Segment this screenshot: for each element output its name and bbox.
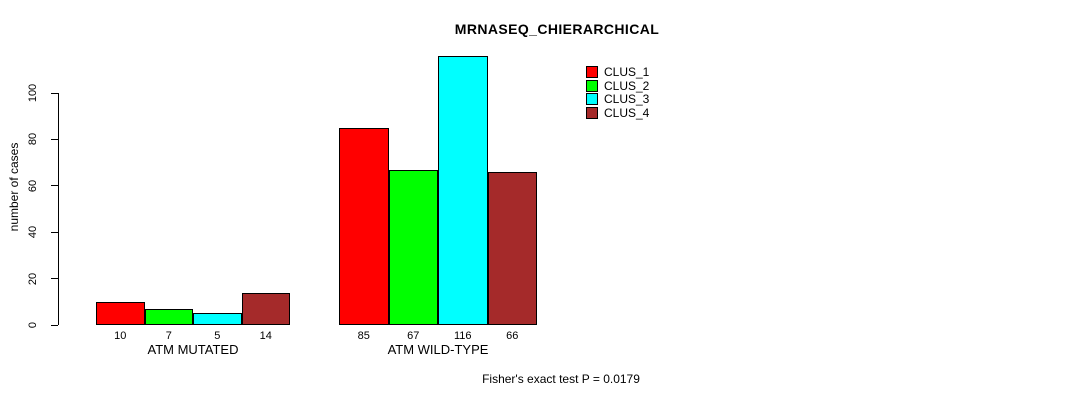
y-tick [51,324,58,326]
y-tick [51,185,58,187]
y-tick [51,278,58,280]
fisher-test-annotation: Fisher's exact test P = 0.0179 [482,372,640,386]
bar-value-label: 5 [214,330,221,342]
bar-clus_2-group1 [388,169,438,325]
legend-item-clus_3: CLUS_3 [586,92,649,106]
bar-value-label: 66 [506,330,519,342]
legend-item-clus_1: CLUS_1 [586,65,649,79]
bar-clus_1-group1 [339,127,389,325]
y-tick-label: 100 [27,83,39,103]
legend-label: CLUS_4 [604,105,650,120]
bar-value-label: 85 [357,330,370,342]
bar-value-label: 67 [407,330,420,342]
bar-value-label: 7 [165,330,172,342]
group-label-atm-wild-type: ATM WILD-TYPE [387,342,489,357]
y-axis-title: number of cases [7,142,21,232]
legend-swatch-icon [586,106,598,119]
y-tick-label: 20 [27,272,39,285]
legend-item-clus_4: CLUS_4 [586,106,649,120]
y-tick-label: 80 [27,133,39,146]
bar-clus_4-group1 [487,171,537,325]
bar-value-label: 14 [259,330,272,342]
bar-clus_3-group1 [438,55,488,325]
legend-swatch-icon [586,93,598,106]
legend-item-clus_2: CLUS_2 [586,79,649,93]
y-axis-line [58,93,59,325]
y-tick-label: 40 [27,226,39,239]
bar-clus_2-group0 [144,308,193,325]
y-tick [51,231,58,233]
legend-label: CLUS_1 [604,64,650,79]
bar-clus_1-group0 [96,301,145,325]
y-tick-label: 60 [27,179,39,192]
bar-clus_4-group0 [241,292,290,325]
group-label-atm-mutated: ATM MUTATED [147,342,239,357]
bar-value-label: 10 [114,330,127,342]
legend-swatch-icon [586,79,598,92]
chart-title: MRNASEQ_CHIERARCHICAL [454,21,660,37]
bar-value-label: 116 [453,330,472,342]
legend-swatch-icon [586,65,598,78]
y-tick [51,92,58,94]
bar-clus_3-group0 [193,313,242,325]
legend-label: CLUS_3 [604,92,650,107]
legend: CLUS_1 CLUS_2 CLUS_3 CLUS_4 [586,65,649,120]
y-tick-label: 0 [27,321,39,329]
legend-label: CLUS_2 [604,78,650,93]
y-tick [51,138,58,140]
